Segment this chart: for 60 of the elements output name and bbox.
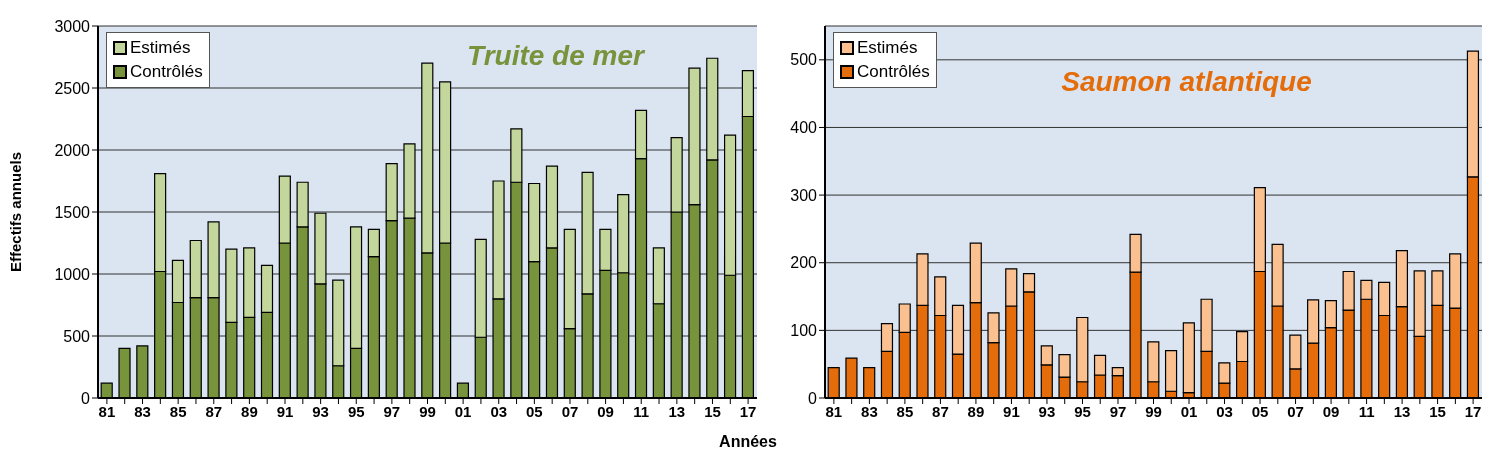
x-tick-label: 15 — [1429, 402, 1446, 420]
text: Truite de mer — [467, 40, 644, 71]
x-tick-label: 11 — [633, 402, 650, 420]
x-tick-label: 07 — [1287, 402, 1304, 420]
x-tick-label: 01 — [1180, 402, 1198, 420]
x-axis-title: Années — [718, 433, 778, 451]
x-tick-label: 93 — [312, 402, 329, 420]
y-tick-label: 500 — [63, 327, 91, 345]
x-tick-label: 87 — [205, 402, 223, 420]
y-tick-label: 1500 — [54, 203, 91, 221]
legend-label: Contrôlés — [857, 61, 930, 83]
x-tick-label: 83 — [861, 402, 878, 420]
x-tick-label: 81 — [825, 402, 843, 420]
y-tick-label: 400 — [790, 119, 818, 137]
x-tick-label: 03 — [490, 402, 508, 420]
legend-label: Estimés — [857, 37, 918, 59]
y-tick-label: 2000 — [54, 141, 91, 159]
x-tick-label: 99 — [419, 402, 436, 420]
y-tick-label: 200 — [790, 254, 818, 272]
y-tick-label: 2500 — [54, 79, 91, 97]
x-tick-label: 97 — [1109, 402, 1127, 420]
x-tick-label: 89 — [967, 402, 985, 420]
x-tick-label: 99 — [1145, 402, 1162, 420]
y-tick-label: 0 — [808, 389, 818, 407]
x-tick-label: 09 — [1322, 402, 1340, 420]
y-tick-label: 300 — [790, 186, 818, 204]
x-tick-label: 87 — [932, 402, 949, 420]
x-tick-label: 91 — [1003, 402, 1020, 420]
y-tick-label: 0 — [81, 389, 91, 407]
text: Saumon atlantique — [1061, 66, 1312, 97]
y-tick-label: 500 — [790, 51, 818, 69]
x-tick-label: 05 — [1251, 402, 1269, 420]
x-tick-label: 17 — [1464, 402, 1482, 420]
x-tick-label: 13 — [1393, 402, 1411, 420]
y-tick-label: 3000 — [54, 17, 91, 35]
x-tick-label: 05 — [526, 402, 543, 420]
y-axis-title: Effectifs annuels — [7, 151, 25, 273]
y-tick-label: 1000 — [54, 265, 91, 283]
x-tick-label: 13 — [668, 402, 686, 420]
x-tick-label: 01 — [454, 402, 472, 420]
x-tick-label: 93 — [1038, 402, 1056, 420]
x-tick-label: 09 — [597, 402, 614, 420]
x-tick-label: 91 — [276, 402, 294, 420]
legend-label: Contrôlés — [130, 61, 203, 83]
x-tick-label: 83 — [134, 402, 151, 420]
x-tick-label: 95 — [347, 402, 365, 420]
x-tick-label: 85 — [896, 402, 914, 420]
x-tick-label: 81 — [98, 402, 116, 420]
legend-label: Estimés — [130, 37, 191, 59]
x-tick-label: 97 — [383, 402, 401, 420]
x-tick-label: 07 — [561, 402, 579, 420]
x-tick-label: 15 — [704, 402, 721, 420]
x-tick-label: 17 — [739, 402, 757, 420]
x-tick-label: 03 — [1216, 402, 1233, 420]
x-tick-label: 89 — [241, 402, 258, 420]
x-tick-label: 95 — [1074, 402, 1091, 420]
y-tick-label: 100 — [790, 322, 818, 340]
x-tick-label: 85 — [169, 402, 187, 420]
bar — [1182, 322, 1195, 394]
x-tick-label: 11 — [1358, 402, 1375, 420]
